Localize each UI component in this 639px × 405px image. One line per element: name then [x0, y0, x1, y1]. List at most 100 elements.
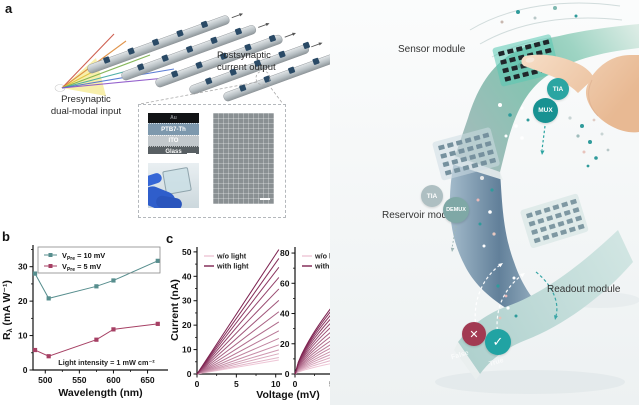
data-dot — [512, 276, 516, 280]
data-dot — [508, 113, 512, 117]
data-marker — [46, 296, 51, 301]
synapse-device — [186, 45, 194, 53]
synapse-device — [195, 61, 203, 69]
synapse-device — [234, 27, 242, 35]
arrowhead — [450, 247, 455, 252]
crossbar-beam — [87, 13, 244, 74]
data-dot — [482, 244, 486, 248]
postsynaptic-line1: Postsynaptic — [217, 50, 271, 61]
data-dot — [533, 16, 537, 20]
synapse-device — [312, 57, 320, 65]
data-dot — [504, 294, 508, 298]
data-dot — [600, 132, 604, 136]
x-axis-label: Voltage (mV) — [256, 389, 319, 401]
data-dot — [576, 134, 580, 138]
y-tick-label: 30 — [18, 262, 28, 272]
data-marker — [32, 347, 38, 353]
chart-annotation: Light intensity = 1 mW cm⁻² — [58, 358, 155, 367]
data-dot — [492, 232, 496, 236]
data-dot — [498, 103, 502, 107]
iv-curve — [196, 344, 280, 375]
x-axis-label: Wavelength (nm) — [58, 387, 142, 399]
x-tick-label: 500 — [38, 375, 52, 385]
scale-bar — [260, 198, 270, 200]
presynaptic-line2: dual-modal input — [50, 105, 122, 117]
layer-ito-label: ITO — [168, 138, 179, 144]
synapse-device — [210, 36, 218, 44]
legend-entry: w/o light — [216, 252, 247, 261]
data-dot — [516, 10, 520, 14]
synapse-device — [254, 59, 262, 67]
data-dot — [594, 156, 598, 160]
iv-curve — [196, 356, 279, 375]
data-dot — [553, 6, 557, 10]
iv-curve — [196, 337, 280, 375]
presynaptic-line1: Presynaptic — [61, 94, 111, 105]
data-marker — [46, 354, 51, 359]
panel-c-letter: c — [166, 231, 174, 246]
y-tick-label: 0 — [285, 369, 290, 379]
x-tick-label: 0 — [195, 379, 200, 389]
data-dot — [514, 124, 518, 128]
synapse-device — [171, 70, 179, 78]
crossbar-beam — [121, 23, 270, 81]
output-arrow — [284, 33, 295, 38]
data-dot — [476, 198, 480, 202]
iv-curve — [196, 321, 280, 375]
data-dot — [606, 148, 610, 152]
signal-arc — [469, 2, 621, 31]
iv-curve — [196, 277, 280, 375]
layer-ptb7-label: PTB7-Th — [161, 126, 186, 133]
synapse-device — [176, 29, 184, 37]
y-tick-label: 20 — [280, 339, 290, 349]
legend-entry: VPre = 5 mV — [62, 262, 101, 273]
y-tick-label: 40 — [182, 271, 192, 281]
data-marker — [94, 284, 99, 289]
data-dot — [520, 106, 524, 110]
arrowhead — [498, 263, 503, 268]
reservoir-module-label: Reservoir module — [382, 210, 461, 221]
x-tick-label: 5 — [234, 379, 239, 389]
data-dot — [490, 188, 494, 192]
data-dot — [568, 116, 572, 120]
data-dot — [514, 314, 518, 318]
synapse-device — [239, 84, 247, 92]
check-icon: ✓ — [485, 329, 511, 355]
x-tick-label: 650 — [140, 375, 154, 385]
legend-frame — [37, 246, 161, 274]
layer-ptb7: PTB7-Th — [148, 123, 199, 135]
iv-curve — [196, 349, 279, 375]
data-dot — [592, 118, 596, 122]
legend-entry: with light — [216, 262, 249, 271]
output-arrow — [231, 13, 242, 19]
synapse-device — [288, 66, 296, 74]
y-tick-label: 10 — [182, 345, 192, 355]
fingernail — [525, 57, 535, 63]
synapse-device — [205, 77, 213, 85]
arrowhead — [318, 42, 323, 46]
synapse-device — [137, 63, 145, 71]
arrowhead — [265, 23, 270, 27]
mux-chip: MUX — [533, 98, 558, 123]
iv-curve — [196, 288, 280, 375]
y-axis-label: Rλ (mA W⁻¹) — [1, 280, 14, 340]
postsynaptic-line2: current output — [217, 61, 276, 73]
y-tick-label: 30 — [182, 296, 192, 306]
synapse-device — [278, 50, 286, 58]
data-marker — [111, 327, 116, 332]
data-marker — [32, 271, 38, 276]
data-marker — [94, 337, 99, 342]
legend-entry: w/o light — [314, 252, 345, 261]
synapse-device — [229, 68, 237, 76]
crossbar-beam — [155, 32, 297, 88]
x-tick-label: 550 — [72, 375, 86, 385]
mux-down-arrow — [541, 125, 546, 151]
synapse-device — [220, 52, 228, 60]
x-tick-label: 600 — [106, 375, 120, 385]
y-tick-label: 50 — [182, 247, 192, 257]
data-dot — [588, 140, 592, 144]
y-tick-label: 0 — [23, 365, 28, 375]
synapse-device — [103, 56, 111, 64]
presynaptic-label: Presynaptic dual-modal input — [30, 94, 142, 117]
